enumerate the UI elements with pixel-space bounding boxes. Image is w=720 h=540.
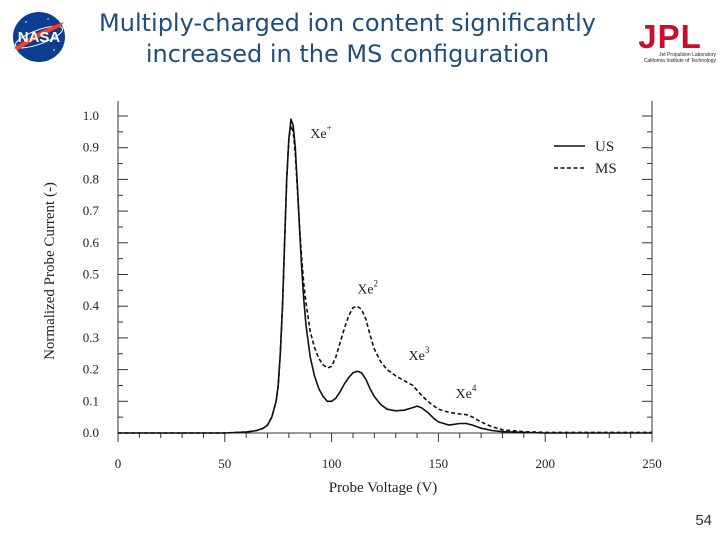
x-axis-label: Probe Voltage (V)	[329, 480, 438, 496]
x-tick-label: 200	[535, 456, 555, 471]
x-tick-label: 100	[322, 456, 342, 471]
y-tick-label: 0.2	[83, 362, 99, 377]
jpl-subtitle-1: Jet Propulsion Laboratory	[659, 52, 716, 58]
jpl-subtitle-2: California Institute of Technology	[643, 58, 716, 64]
peak-annotation-superscript: 4	[472, 383, 477, 393]
y-tick-label: 0.9	[83, 140, 99, 155]
y-axis-label: Normalized Probe Current (-)	[42, 182, 58, 360]
legend-label-ms: MS	[595, 161, 617, 177]
y-tick-label: 0.5	[83, 267, 99, 282]
peak-annotation-superscript: 3	[425, 345, 430, 355]
x-tick-label: 0	[115, 456, 122, 471]
nasa-logo-text: NASA	[18, 29, 61, 46]
peak-annotation: Xe2	[357, 279, 378, 298]
peak-annotation: Xe4	[455, 383, 476, 402]
jpl-logo-mark: JPL	[638, 18, 702, 55]
y-tick-label: 0.1	[83, 393, 99, 408]
y-tick-label: 0.8	[83, 171, 99, 186]
slide-title-line-2: increased in the MS configuration	[145, 40, 550, 68]
peak-annotation: Xe3	[408, 345, 429, 364]
y-tick-label: 0.0	[83, 425, 99, 440]
peak-annotation-superscript: 2	[374, 279, 379, 289]
slide-title-line-1: Multiply-charged ion content significant…	[99, 9, 596, 37]
series-line-ms	[118, 124, 652, 434]
x-tick-label: 150	[429, 456, 449, 471]
series-line-us	[118, 118, 652, 434]
y-tick-label: 1.0	[83, 108, 99, 123]
legend-label-us: US	[595, 139, 614, 155]
y-tick-label: 0.4	[83, 298, 100, 313]
y-tick-label: 0.6	[83, 235, 100, 250]
x-tick-label: 50	[218, 456, 231, 471]
peak-annotation-superscript: +	[327, 123, 332, 133]
y-tick-label: 0.3	[83, 330, 99, 345]
nasa-logo: NASA	[8, 10, 70, 64]
page-number: 54	[695, 512, 712, 529]
jpl-logo: JPL Jet Propulsion Laboratory California…	[624, 18, 716, 68]
peak-annotation: Xe+	[310, 123, 331, 142]
x-tick-label: 250	[642, 456, 662, 471]
y-tick-label: 0.7	[83, 203, 100, 218]
slide-title: Multiply-charged ion content significant…	[95, 8, 600, 70]
